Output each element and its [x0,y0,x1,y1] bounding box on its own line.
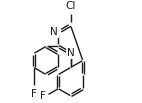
Text: N: N [67,48,74,58]
Text: N: N [50,27,58,37]
Text: Cl: Cl [65,1,76,11]
Text: F: F [40,91,46,101]
Text: F: F [31,89,37,99]
